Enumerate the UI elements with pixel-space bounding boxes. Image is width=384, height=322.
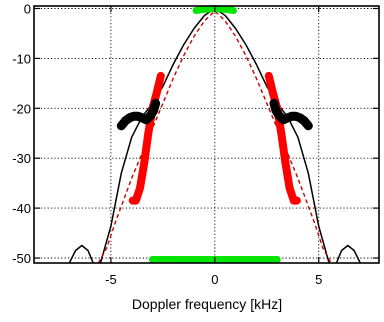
dashed-red-curve — [97, 10, 332, 264]
red-marker-band — [128, 71, 165, 205]
black-marker-band — [116, 98, 161, 131]
x-tick-label: 5 — [315, 272, 322, 287]
solid-black-curve — [335, 244, 361, 264]
y-tick-label: -40 — [12, 201, 31, 216]
grid-lines — [34, 6, 379, 263]
y-tick-label: -30 — [12, 151, 31, 166]
plot-frame — [33, 5, 380, 264]
y-tick-label: -10 — [12, 51, 31, 66]
x-tick-label: 0 — [211, 272, 218, 287]
axis-ticks: -5 0 50-10-20-30-40-50 — [12, 1, 379, 287]
markers — [116, 5, 313, 263]
x-axis-label: Doppler frequency [kHz] — [132, 296, 282, 312]
black-marker-band — [269, 98, 313, 131]
y-tick-label: -20 — [12, 101, 31, 116]
solid-black-curve — [68, 244, 94, 264]
red-marker-band — [264, 71, 301, 205]
y-tick-label: 0 — [24, 1, 31, 16]
y-tick-label: -50 — [12, 251, 31, 266]
x-tick-label: -5 — [105, 272, 117, 287]
